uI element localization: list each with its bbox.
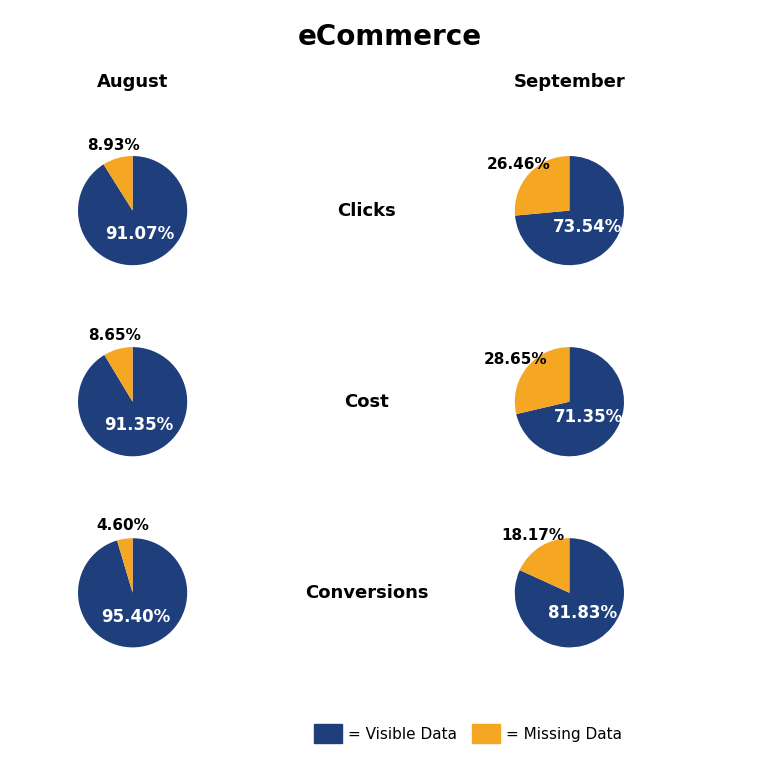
Wedge shape	[515, 347, 569, 414]
Text: 4.60%: 4.60%	[97, 518, 149, 533]
Legend: = Visible Data, = Missing Data: = Visible Data, = Missing Data	[308, 718, 628, 749]
Text: Conversions: Conversions	[305, 583, 428, 602]
Text: 8.93%: 8.93%	[87, 137, 140, 153]
Text: Clicks: Clicks	[337, 201, 396, 220]
Wedge shape	[104, 156, 133, 211]
Wedge shape	[519, 538, 569, 593]
Text: 91.07%: 91.07%	[105, 225, 174, 243]
Text: 71.35%: 71.35%	[554, 408, 623, 426]
Text: September: September	[513, 73, 626, 91]
Text: 91.35%: 91.35%	[105, 417, 174, 434]
Text: Cost: Cost	[344, 392, 389, 411]
Wedge shape	[78, 156, 187, 265]
Wedge shape	[117, 538, 133, 593]
Wedge shape	[515, 156, 624, 265]
Text: eCommerce: eCommerce	[298, 23, 482, 51]
Wedge shape	[515, 538, 624, 647]
Wedge shape	[515, 156, 569, 215]
Text: 8.65%: 8.65%	[88, 328, 140, 343]
Text: 18.17%: 18.17%	[501, 528, 564, 543]
Text: 26.46%: 26.46%	[487, 157, 551, 172]
Text: 81.83%: 81.83%	[548, 604, 617, 622]
Wedge shape	[78, 347, 187, 456]
Text: 95.40%: 95.40%	[101, 608, 171, 626]
Text: 73.54%: 73.54%	[553, 218, 622, 236]
Wedge shape	[105, 347, 133, 402]
Wedge shape	[516, 347, 624, 456]
Wedge shape	[78, 538, 187, 647]
Text: 28.65%: 28.65%	[484, 352, 548, 367]
Text: August: August	[97, 73, 168, 91]
